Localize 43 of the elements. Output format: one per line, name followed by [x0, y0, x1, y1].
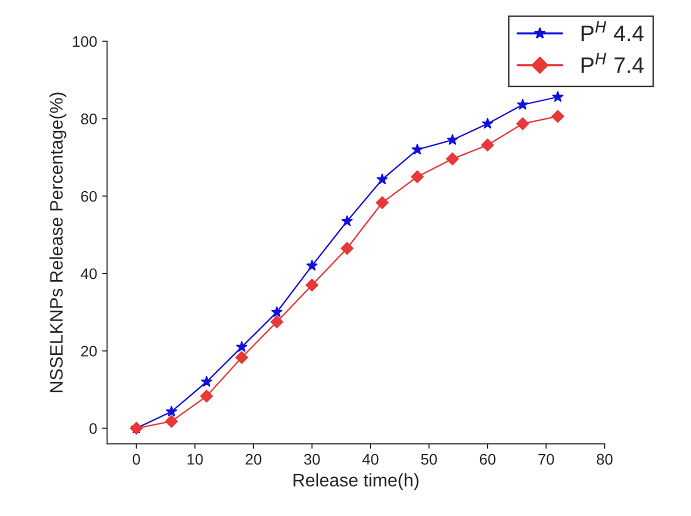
point — [166, 406, 178, 417]
point — [410, 170, 424, 184]
y-tick-label: 60 — [81, 190, 97, 202]
legend-label: P$^{H}$ 4.4 — [582, 21, 644, 42]
x-tick-label: 0 — [132, 454, 140, 465]
point — [200, 376, 212, 387]
point — [236, 340, 248, 352]
point — [551, 110, 564, 123]
point — [376, 196, 389, 210]
point — [516, 98, 528, 110]
point — [235, 351, 248, 364]
point — [306, 260, 318, 271]
point — [165, 414, 178, 428]
y-tick-label: 80 — [81, 114, 97, 124]
point — [270, 315, 284, 328]
point — [306, 278, 318, 292]
y-tick-label: 100 — [73, 36, 97, 47]
x-tick-label: 30 — [304, 454, 320, 465]
point — [446, 152, 459, 166]
point — [481, 138, 494, 152]
x-tick-label: 20 — [246, 454, 262, 465]
point — [340, 242, 354, 255]
point — [341, 215, 353, 226]
x-tick-label: 70 — [538, 454, 554, 465]
x-tick-label: 80 — [596, 454, 613, 465]
point — [552, 90, 564, 102]
x-tick-label: 60 — [480, 454, 496, 465]
point — [516, 117, 530, 130]
x-axis-title: Release time(h) — [294, 473, 418, 490]
point — [482, 118, 494, 129]
x-tick-label: 50 — [421, 454, 437, 465]
y-tick-label: 0 — [89, 423, 97, 434]
point — [412, 144, 424, 155]
point — [376, 173, 388, 184]
legend-label: P$^{H}$ 7.4 — [582, 52, 644, 73]
y-tick-label: 40 — [80, 268, 97, 280]
y-tick-label: 20 — [81, 346, 97, 357]
x-tick-label: 40 — [362, 454, 378, 465]
point — [200, 390, 214, 403]
y-axis-title: NSSELKNPs Release Percentage(%) — [50, 92, 66, 392]
point — [271, 306, 283, 318]
x-tick-label: 10 — [188, 454, 203, 465]
point — [446, 134, 458, 145]
